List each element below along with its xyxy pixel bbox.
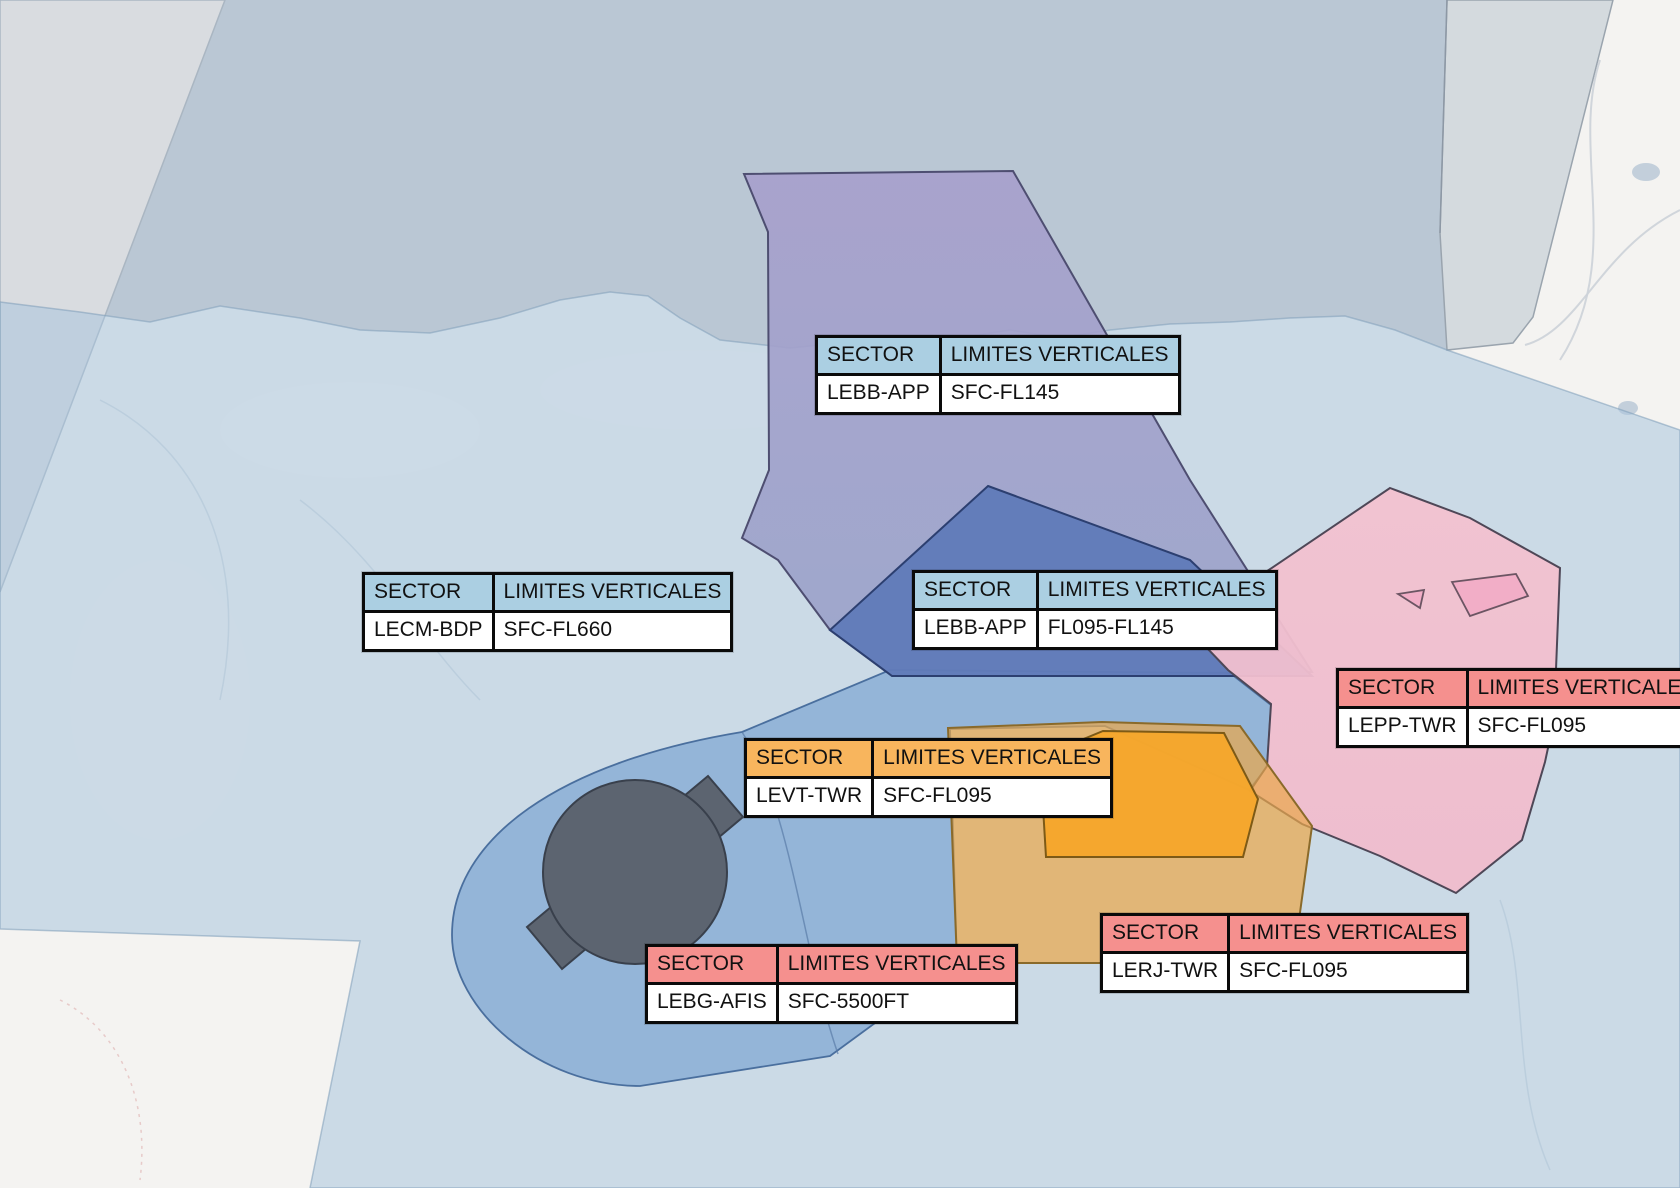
label-header-row: SECTOR LIMITES VERTICALES bbox=[912, 569, 1278, 612]
label-lebb-app-sfc-fl145: SECTOR LIMITES VERTICALES LEBB-APP SFC-F… bbox=[815, 334, 1181, 415]
label-value-row: LEBB-APP FL095-FL145 bbox=[912, 608, 1278, 650]
sector-limits: SFC-FL095 bbox=[871, 776, 1114, 818]
sector-name: LECM-BDP bbox=[362, 610, 495, 652]
sector-limits: FL095-FL145 bbox=[1035, 608, 1278, 650]
label-header-limits: LIMITES VERTICALES bbox=[1035, 569, 1278, 612]
label-header-sector: SECTOR bbox=[1099, 912, 1231, 955]
label-header-limits: LIMITES VERTICALES bbox=[775, 943, 1018, 986]
label-lepp-twr: SECTOR LIMITES VERTICALES LEPP-TWR SFC-F… bbox=[1336, 667, 1680, 748]
airspace-lebg-afis[interactable] bbox=[525, 774, 745, 971]
label-lebg-afis: SECTOR LIMITES VERTICALES LEBG-AFIS SFC-… bbox=[645, 943, 1018, 1024]
sector-limits: SFC-5500FT bbox=[775, 982, 1018, 1024]
sector-limits: SFC-FL145 bbox=[938, 373, 1181, 415]
label-header-sector: SECTOR bbox=[362, 571, 495, 614]
label-levt-twr: SECTOR LIMITES VERTICALES LEVT-TWR SFC-F… bbox=[743, 737, 1114, 818]
sector-name: LEVT-TWR bbox=[743, 776, 875, 818]
label-header-row: SECTOR LIMITES VERTICALES bbox=[1336, 667, 1680, 710]
sector-limits: SFC-FL095 bbox=[1465, 706, 1680, 748]
label-header-row: SECTOR LIMITES VERTICALES bbox=[815, 334, 1181, 377]
label-value-row: LEPP-TWR SFC-FL095 bbox=[1336, 706, 1680, 748]
label-header-row: SECTOR LIMITES VERTICALES bbox=[362, 571, 734, 614]
lepp-cutout-2 bbox=[1395, 588, 1426, 610]
sector-limits: SFC-FL095 bbox=[1227, 951, 1470, 993]
sector-name: LEBG-AFIS bbox=[645, 982, 779, 1024]
label-header-row: SECTOR LIMITES VERTICALES bbox=[645, 943, 1018, 986]
label-lerj-twr: SECTOR LIMITES VERTICALES LERJ-TWR SFC-F… bbox=[1099, 912, 1470, 993]
label-header-sector: SECTOR bbox=[912, 569, 1039, 612]
fir-boundary-line bbox=[1439, 0, 1448, 234]
sector-limits: SFC-FL660 bbox=[491, 610, 734, 652]
label-header-sector: SECTOR bbox=[645, 943, 779, 986]
lepp-cutout-1 bbox=[1450, 573, 1530, 618]
label-lebb-app-fl095-fl145: SECTOR LIMITES VERTICALES LEBB-APP FL095… bbox=[912, 569, 1278, 650]
sector-name: LEPP-TWR bbox=[1336, 706, 1469, 748]
label-header-row: SECTOR LIMITES VERTICALES bbox=[1099, 912, 1470, 955]
label-value-row: LECM-BDP SFC-FL660 bbox=[362, 610, 734, 652]
label-header-row: SECTOR LIMITES VERTICALES bbox=[743, 737, 1114, 780]
label-header-sector: SECTOR bbox=[815, 334, 942, 377]
label-header-limits: LIMITES VERTICALES bbox=[491, 571, 734, 614]
label-header-limits: LIMITES VERTICALES bbox=[938, 334, 1181, 377]
label-header-limits: LIMITES VERTICALES bbox=[871, 737, 1114, 780]
sector-name: LERJ-TWR bbox=[1099, 951, 1231, 993]
sector-name: LEBB-APP bbox=[815, 373, 942, 415]
label-value-row: LEVT-TWR SFC-FL095 bbox=[743, 776, 1114, 818]
label-header-sector: SECTOR bbox=[1336, 667, 1469, 710]
label-value-row: LEBB-APP SFC-FL145 bbox=[815, 373, 1181, 415]
label-header-sector: SECTOR bbox=[743, 737, 875, 780]
label-header-limits: LIMITES VERTICALES bbox=[1465, 667, 1680, 710]
label-value-row: LEBG-AFIS SFC-5500FT bbox=[645, 982, 1018, 1024]
sector-name: LEBB-APP bbox=[912, 608, 1039, 650]
label-value-row: LERJ-TWR SFC-FL095 bbox=[1099, 951, 1470, 993]
label-header-limits: LIMITES VERTICALES bbox=[1227, 912, 1470, 955]
label-lecm-bdp: SECTOR LIMITES VERTICALES LECM-BDP SFC-F… bbox=[362, 571, 734, 652]
